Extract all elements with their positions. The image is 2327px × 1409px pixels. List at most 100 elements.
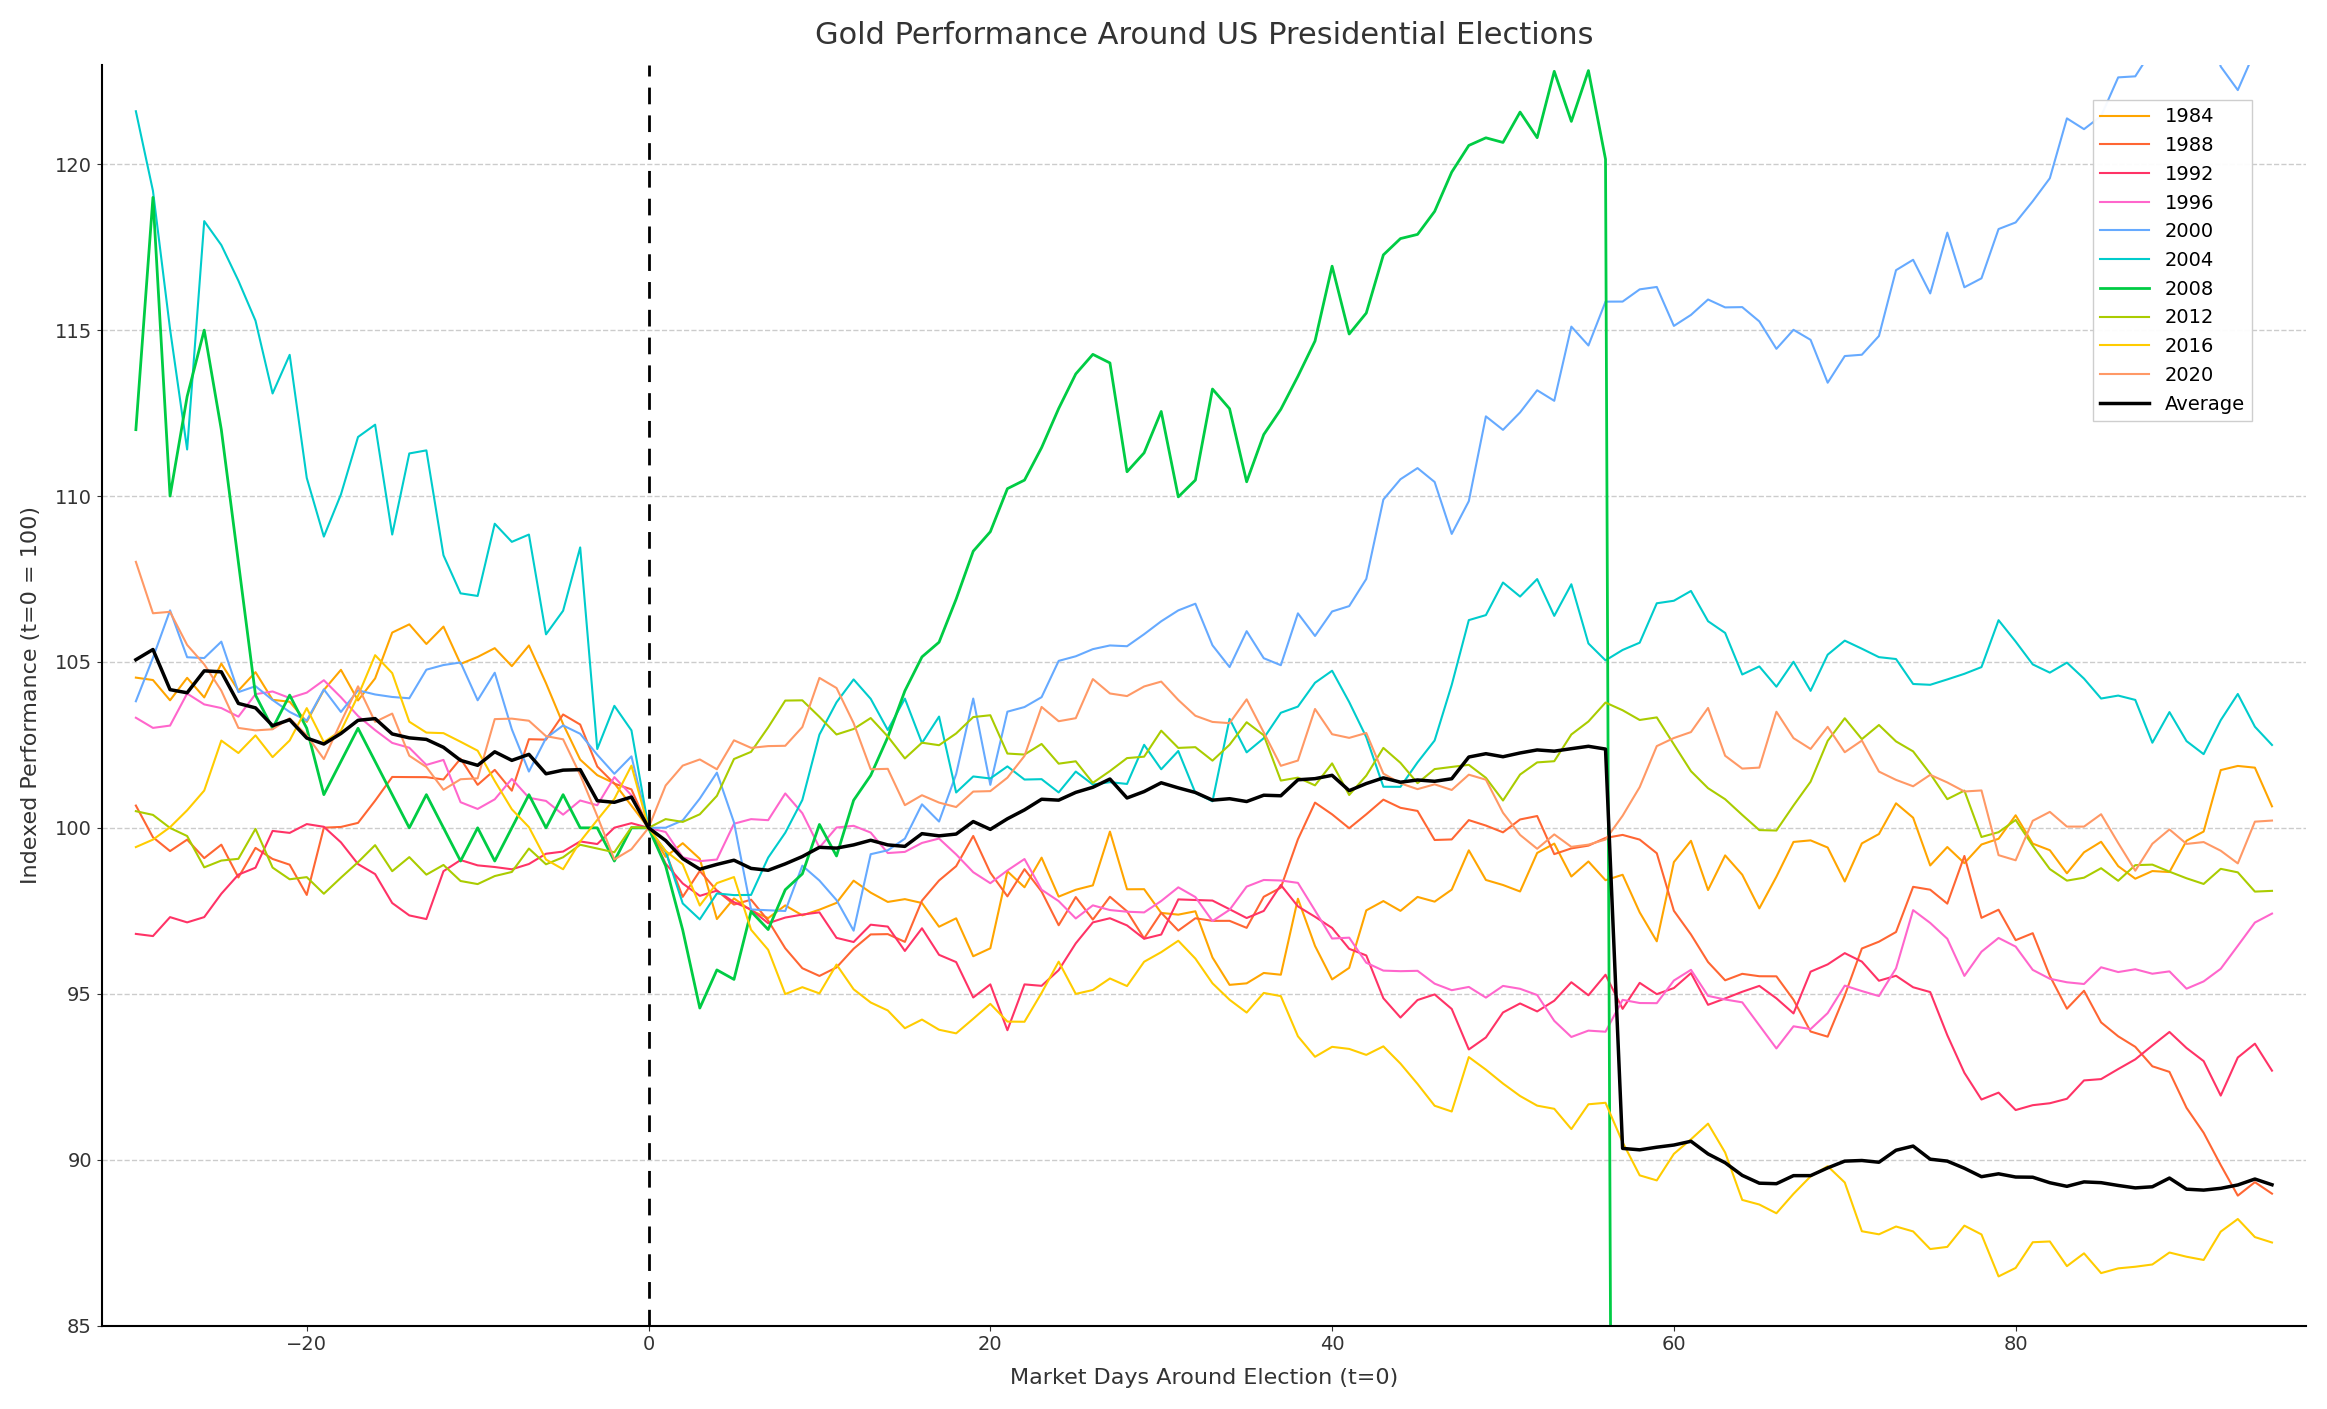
1988 <box>549 706 577 723</box>
1984 <box>2257 797 2285 814</box>
2012 <box>309 885 337 902</box>
1996 <box>1403 962 1431 979</box>
2000 <box>1454 493 1482 510</box>
2000 <box>1557 318 1585 335</box>
2008 <box>1387 230 1415 247</box>
1992 <box>1557 974 1585 991</box>
1992 <box>617 814 645 831</box>
1984 <box>1147 905 1175 921</box>
2004 <box>258 385 286 402</box>
2008 <box>258 720 286 737</box>
Line: 2016: 2016 <box>135 655 2271 1277</box>
1992 <box>2001 1102 2029 1119</box>
2000 <box>258 692 286 709</box>
1988 <box>1403 803 1431 820</box>
1992 <box>121 926 149 943</box>
2016 <box>1403 1075 1431 1092</box>
2020 <box>1131 678 1159 695</box>
2016 <box>361 647 389 664</box>
2016 <box>1147 944 1175 961</box>
Average <box>140 641 168 658</box>
2008 <box>668 921 696 938</box>
Average <box>2257 1177 2285 1193</box>
1984 <box>686 851 714 868</box>
2012 <box>1473 769 1501 786</box>
2020 <box>2122 862 2150 879</box>
2016 <box>121 838 149 855</box>
Average <box>275 712 303 728</box>
1992 <box>1403 992 1431 1009</box>
1996 <box>1557 1029 1585 1045</box>
2004 <box>1147 761 1175 778</box>
2016 <box>2257 1234 2285 1251</box>
Line: 2012: 2012 <box>135 700 2271 893</box>
Average <box>1454 748 1482 765</box>
2012 <box>1575 713 1603 730</box>
1996 <box>1454 978 1482 995</box>
2020 <box>1387 775 1415 792</box>
Line: 2004: 2004 <box>135 111 2271 920</box>
1992 <box>258 823 286 840</box>
1988 <box>121 797 149 814</box>
Y-axis label: Indexed Performance (t=0 = 100): Indexed Performance (t=0 = 100) <box>21 506 42 883</box>
Average <box>686 861 714 878</box>
2016 <box>1985 1268 2013 1285</box>
1984 <box>121 669 149 686</box>
Line: Average: Average <box>135 650 2271 1191</box>
Line: 2000: 2000 <box>135 8 2271 931</box>
Line: 1996: 1996 <box>135 681 2271 1048</box>
2000 <box>668 812 696 828</box>
2012 <box>121 803 149 820</box>
1996 <box>258 683 286 700</box>
2008 <box>1540 63 1568 80</box>
1988 <box>686 862 714 879</box>
1988 <box>2257 1185 2285 1202</box>
1988 <box>2225 1188 2253 1205</box>
2012 <box>1164 740 1191 757</box>
1988 <box>1557 840 1585 857</box>
2012 <box>789 692 817 709</box>
2000 <box>1147 613 1175 630</box>
1988 <box>1454 812 1482 828</box>
2008 <box>1575 62 1603 79</box>
2008 <box>1131 444 1159 461</box>
2020 <box>1438 782 1466 799</box>
2000 <box>121 693 149 710</box>
2012 <box>1422 761 1450 778</box>
1996 <box>1147 892 1175 909</box>
1984 <box>1473 872 1501 889</box>
Line: 1984: 1984 <box>135 624 2271 985</box>
1992 <box>686 888 714 905</box>
1996 <box>121 709 149 726</box>
2020 <box>2257 812 2285 828</box>
Average <box>1147 775 1175 792</box>
2008 <box>121 421 149 438</box>
X-axis label: Market Days Around Election (t=0): Market Days Around Election (t=0) <box>1010 1368 1399 1388</box>
Average <box>121 651 149 668</box>
1992 <box>1454 1041 1482 1058</box>
Line: 1992: 1992 <box>135 823 2271 1110</box>
1984 <box>396 616 424 633</box>
2000 <box>840 923 868 940</box>
Title: Gold Performance Around US Presidential Elections: Gold Performance Around US Presidential … <box>814 21 1594 49</box>
1996 <box>686 852 714 869</box>
2020 <box>121 554 149 571</box>
2004 <box>1557 576 1585 593</box>
Average <box>1403 772 1431 789</box>
2000 <box>2257 10 2285 27</box>
2012 <box>258 859 286 876</box>
1996 <box>2257 905 2285 921</box>
2016 <box>1454 1048 1482 1065</box>
1984 <box>1215 976 1243 993</box>
2016 <box>258 748 286 765</box>
1984 <box>258 692 286 709</box>
2004 <box>121 103 149 120</box>
Line: 1988: 1988 <box>135 714 2271 1196</box>
Line: 2008: 2008 <box>135 70 2271 1409</box>
2012 <box>2257 882 2285 899</box>
Average <box>1557 740 1585 757</box>
2008 <box>1438 163 1466 180</box>
Average <box>2190 1182 2218 1199</box>
1984 <box>1422 893 1450 910</box>
1988 <box>1147 905 1175 921</box>
